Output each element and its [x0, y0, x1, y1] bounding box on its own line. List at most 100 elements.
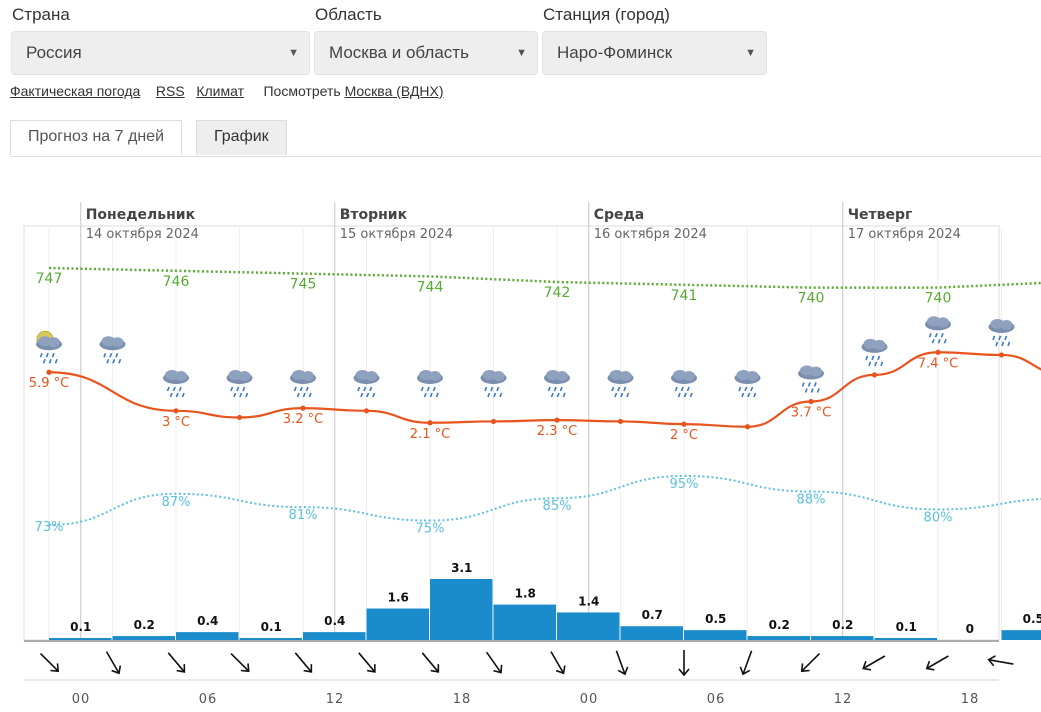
wind-arrow-icon [615, 650, 629, 676]
precip-label: 0.4 [197, 614, 218, 628]
wind-arrow-icon [800, 652, 821, 673]
climate-link[interactable]: Климат [196, 83, 245, 99]
temperature-point [871, 372, 878, 378]
region-select[interactable]: Москва и область ▼ [314, 31, 538, 75]
actual-weather-link[interactable]: Фактическая погода [10, 83, 141, 99]
precip-label: 0 [966, 622, 974, 636]
temperature-point [744, 424, 751, 430]
wind-arrow-icon [39, 652, 60, 673]
precip-bar [684, 630, 747, 640]
cloud-rain-icon [36, 330, 62, 364]
day-name: Понедельник [86, 207, 196, 223]
pressure-label: 742 [544, 285, 571, 301]
chevron-down-icon: ▼ [288, 47, 299, 59]
wind-arrow-icon [105, 651, 122, 675]
day-date: 16 октября 2024 [594, 227, 707, 242]
country-select[interactable]: Россия ▼ [11, 31, 310, 75]
cloud-rain-icon [290, 370, 316, 398]
wind-arrow-icon [294, 652, 313, 673]
precip-label: 0.2 [134, 618, 155, 632]
precip-bar [239, 638, 302, 640]
humidity-label: 85% [543, 499, 572, 514]
temperature-label: 2 °C [670, 428, 698, 443]
precip-bar [430, 579, 493, 640]
day-name: Вторник [340, 207, 408, 223]
precip-label: 0.4 [324, 614, 345, 628]
wind-arrow-icon [358, 652, 376, 673]
cloud-rain-icon [163, 370, 189, 398]
chevron-down-icon: ▼ [516, 47, 527, 59]
cloud-rain-icon [734, 370, 761, 398]
precip-label: 1.8 [515, 587, 536, 601]
tabs: Прогноз на 7 дней График [10, 120, 1041, 157]
station-select[interactable]: Наро-Фоминск ▼ [542, 31, 767, 75]
cloud-rain-icon [353, 370, 380, 398]
humidity-label: 88% [797, 493, 826, 508]
moscow-vdnh-link[interactable]: Москва (ВДНХ) [344, 83, 444, 99]
pressure-label: 747 [36, 271, 63, 287]
wind-arrow-icon [167, 652, 186, 673]
precip-label: 0.5 [705, 612, 726, 626]
temperature-point [554, 417, 560, 423]
temperature-label: 5.9 °C [29, 376, 69, 391]
cloud-rain-icon [988, 318, 1015, 347]
humidity-label: 87% [162, 495, 191, 510]
temperature-label: 2.3 °C [537, 424, 577, 439]
temperature-point [935, 349, 941, 355]
humidity-label: 75% [416, 522, 445, 537]
station-value: Наро-Фоминск [557, 43, 673, 62]
temperature-point [681, 421, 687, 427]
x-tick-label: 06 [707, 692, 726, 707]
station-label: Станция (город) [543, 5, 670, 24]
tab-chart[interactable]: График [196, 120, 287, 155]
temperature-point [363, 408, 370, 414]
temperature-label: 3.7 °C [791, 405, 831, 420]
precip-bar [366, 608, 429, 640]
precip-label: 0.2 [832, 618, 853, 632]
x-tick-label: 18 [453, 692, 472, 707]
wind-arrow-icon [987, 655, 1014, 667]
humidity-label: 80% [924, 510, 953, 525]
precip-bar [1001, 630, 1041, 640]
temperature-point [808, 398, 814, 405]
wind-arrow-icon [925, 655, 949, 671]
day-date: 14 октября 2024 [86, 227, 199, 242]
x-tick-label: 06 [199, 692, 218, 707]
precip-label: 0.1 [261, 620, 282, 634]
temperature-point [236, 414, 243, 421]
rss-link[interactable]: RSS [155, 83, 185, 99]
day-name: Четверг [848, 207, 913, 223]
precip-label: 0.2 [769, 618, 790, 632]
precip-bar [874, 638, 937, 640]
temperature-label: 3 °C [162, 415, 190, 430]
cloud-rain-icon [226, 370, 253, 398]
precip-bar [811, 636, 874, 640]
temperature-label: 2.1 °C [410, 427, 450, 442]
precip-bar [747, 636, 810, 640]
wind-arrow-icon [230, 652, 250, 673]
cloud-rain-icon [607, 370, 634, 398]
precip-bar [112, 636, 175, 640]
precip-bar [557, 612, 620, 640]
cloud-rain-icon [925, 316, 951, 344]
temperature-point [998, 352, 1005, 358]
temperature-label: 7.4 °C [918, 356, 958, 371]
wind-arrow-icon [421, 652, 440, 673]
cloud-rain-icon [861, 338, 888, 367]
pressure-label: 740 [925, 291, 952, 307]
day-date: 15 октября 2024 [340, 227, 453, 242]
cloud-rain-icon [417, 370, 443, 398]
cloud-rain-icon [480, 370, 507, 398]
pressure-label: 741 [671, 288, 698, 304]
tab-forecast[interactable]: Прогноз на 7 дней [10, 120, 182, 155]
precip-bar [176, 632, 239, 640]
humidity-label: 73% [35, 520, 64, 535]
precip-label: 0.5 [1023, 612, 1041, 626]
cloud-rain-icon [544, 370, 570, 398]
precip-bar [620, 626, 683, 640]
pressure-label: 744 [417, 279, 444, 295]
temperature-line [48, 351, 1041, 428]
region-value: Москва и область [329, 43, 469, 62]
day-name: Среда [594, 207, 645, 223]
temperature-point [490, 418, 497, 425]
